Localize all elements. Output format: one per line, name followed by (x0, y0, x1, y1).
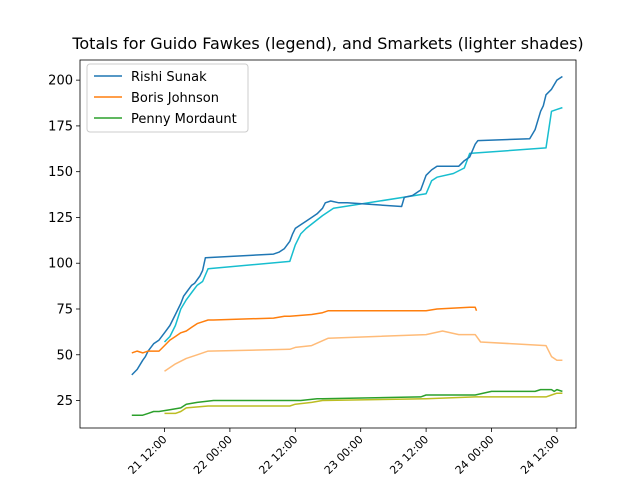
y-tick-label-0: 25 (56, 394, 73, 409)
series-line-2 (131, 388, 563, 416)
y-tick-label-5: 150 (48, 165, 73, 180)
legend: Rishi Sunak Boris Johnson Penny Mordaunt (86, 63, 249, 133)
legend-label-1: Boris Johnson (131, 91, 219, 106)
series-layer (131, 75, 563, 416)
legend-box (86, 63, 249, 133)
chart-title: Totals for Guido Fawkes (legend), and Sm… (71, 34, 583, 53)
series-line-4 (164, 330, 563, 372)
y-tick-label-2: 75 (56, 302, 73, 317)
y-tick-label-7: 200 (48, 74, 73, 89)
y-tick-label-4: 125 (48, 211, 73, 226)
y-tick-label-1: 50 (56, 348, 73, 363)
series-line-5 (164, 392, 563, 415)
series-line-0 (131, 75, 563, 376)
y-tick-label-3: 100 (48, 257, 73, 272)
series-line-3 (163, 106, 563, 343)
legend-label-0: Rishi Sunak (131, 70, 207, 85)
legend-label-2: Penny Mordaunt (131, 112, 237, 127)
series-line-1 (131, 306, 478, 354)
plot-frame (79, 59, 577, 429)
y-tick-label-6: 175 (48, 119, 73, 134)
